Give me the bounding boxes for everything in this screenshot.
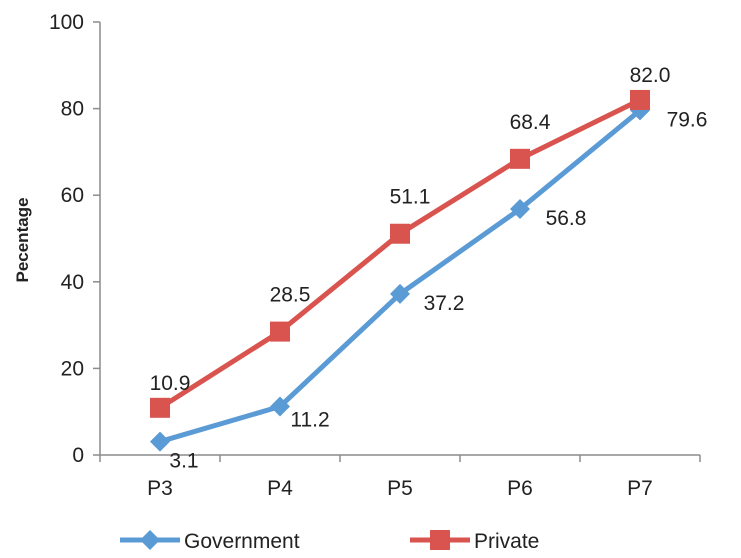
data-label: 51.1 (390, 186, 431, 209)
legend: Government Private (120, 530, 539, 553)
legend-marker (430, 530, 450, 550)
data-label: 3.1 (169, 450, 198, 473)
data-label: 28.5 (270, 284, 311, 307)
data-label: 79.6 (667, 108, 708, 131)
point-private (270, 321, 290, 342)
series-layer (150, 89, 650, 452)
point-private (390, 223, 410, 244)
y-tick-label: 80 (61, 98, 84, 121)
point-private (630, 89, 650, 110)
y-tick-label: 60 (61, 184, 84, 207)
legend-label: Private (474, 530, 539, 553)
point-government (390, 283, 410, 304)
y-tick-label: 0 (72, 444, 84, 467)
point-government (270, 396, 290, 417)
data-label: 37.2 (424, 292, 465, 315)
y-tick-label: 100 (49, 11, 84, 34)
data-label: 10.9 (150, 372, 191, 395)
y-tick-label: 40 (61, 271, 84, 294)
x-tick-label: P7 (627, 477, 653, 500)
x-tick-label: P3 (147, 477, 173, 500)
data-label: 68.4 (510, 111, 551, 134)
point-government (510, 199, 530, 220)
point-private (510, 148, 530, 169)
series-line-government (159, 108, 642, 444)
y-axis-label: Pecentage (13, 197, 32, 282)
data-label: 82.0 (630, 64, 671, 87)
x-tick-label: P5 (387, 477, 413, 500)
y-tick-label: 20 (61, 357, 84, 380)
series-line-private (158, 97, 642, 410)
legend-marker (140, 530, 160, 550)
point-government (150, 431, 170, 452)
x-tick-label: P6 (507, 477, 533, 500)
point-private (150, 397, 170, 418)
data-labels: 3.1 11.2 37.2 56.8 79.6 10.9 28.5 51.1 68.4 82.0 (150, 64, 708, 473)
data-label: 56.8 (546, 207, 587, 230)
legend-label: Government (184, 530, 300, 553)
x-tick-label: P4 (267, 477, 293, 500)
axes: 0 20 40 60 80 100 P3 P4 P5 P6 P7 (49, 11, 701, 500)
data-label: 11.2 (290, 409, 329, 432)
